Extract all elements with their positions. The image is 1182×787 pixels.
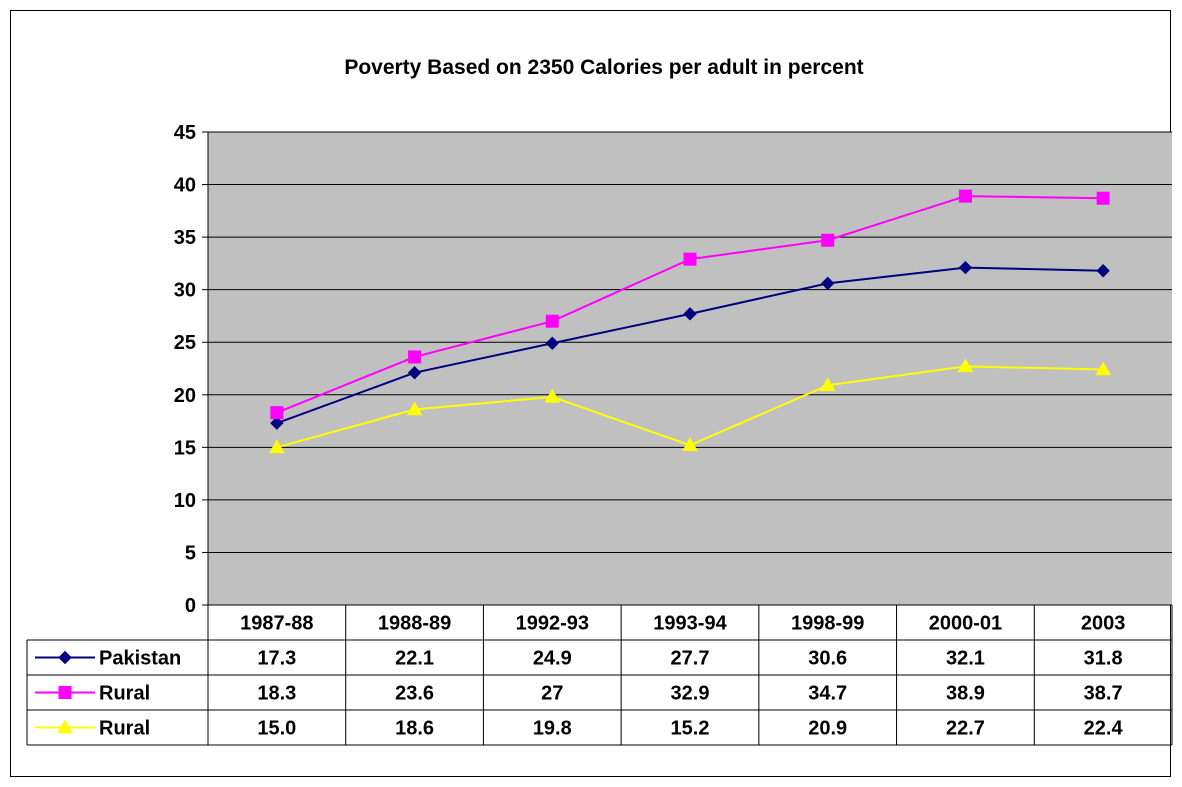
legend-label-2: Rural [99,683,150,705]
series-1-point [545,336,559,350]
y-tick-label: 15 [174,437,196,459]
plot-background [208,132,1172,605]
legend-key-marker-2 [58,686,72,699]
series-2-point [270,406,284,420]
data-label: 15.0 [257,718,296,740]
series-2-point [821,233,835,247]
series-3-point [819,377,836,392]
series-1-point [683,307,697,321]
y-tick-label: 25 [174,332,196,354]
data-label: 34.7 [808,683,847,705]
series-2-point [1096,191,1110,205]
y-tick-label: 35 [174,227,196,249]
y-tick-label: 30 [174,280,196,302]
x-category-label: 2000-01 [929,613,1002,635]
y-tick-label: 45 [174,122,196,144]
y-tick-label: 0 [185,595,196,617]
series-2-point [683,252,697,266]
plot-area: 0 5 10 15 20 25 30 35 40 45 [174,122,1172,617]
data-label: 32.9 [671,683,710,705]
x-category-label: 1993-94 [653,613,727,635]
x-category-label: 1992-93 [516,613,589,635]
data-label: 19.8 [533,718,572,740]
series-3-point [957,358,974,373]
legend-key-marker-3 [57,719,73,734]
data-label: 24.9 [533,648,572,670]
legend-key-marker-1 [58,650,72,665]
series-1-point [1096,264,1110,278]
data-label: 22.4 [1084,718,1124,740]
series-2-point [408,350,422,364]
data-label: 15.2 [671,718,710,740]
series-3-point [406,401,423,416]
chart-title: Poverty Based on 2350 Calories per adult… [344,56,863,79]
legend-label-3: Rural [99,718,150,740]
x-category-label: 1998-99 [791,613,864,635]
data-table: 1987-88 1988-89 1992-93 1993-94 1998-99 2000-… [26,604,1173,746]
data-label: 38.7 [1084,683,1123,705]
data-label: 27.7 [671,648,710,670]
series-3-point [682,437,698,451]
series-3-point [544,388,561,403]
legend-label-1: Pakistan [99,648,181,670]
series-1-point [958,260,973,275]
series-2-point [545,314,559,328]
data-label: 22.7 [946,718,985,740]
data-label: 30.6 [808,648,847,670]
y-tick-label: 40 [174,175,196,197]
y-tick-label: 20 [174,385,196,407]
y-tick-label: 10 [174,490,196,512]
x-category-label: 2003 [1081,613,1126,635]
data-label: 22.1 [395,648,434,670]
x-category-label: 1988-89 [378,613,451,635]
series-3-point [268,439,285,454]
y-tick-label: 5 [185,542,196,564]
data-label: 23.6 [395,683,434,705]
data-label: 18.3 [257,683,296,705]
series-1-point [821,276,835,291]
series-1-point [270,416,284,430]
data-label: 17.3 [257,648,296,670]
x-category-label: 1987-88 [240,613,313,635]
data-label: 31.8 [1084,648,1123,670]
data-label: 32.1 [946,648,985,670]
data-label: 38.9 [946,683,985,705]
series-2-point [958,189,972,203]
data-label: 18.6 [395,718,434,740]
data-label: 20.9 [808,718,847,740]
series-1-point [407,365,422,380]
series-3-point [1095,361,1112,376]
data-label: 27 [541,683,563,705]
